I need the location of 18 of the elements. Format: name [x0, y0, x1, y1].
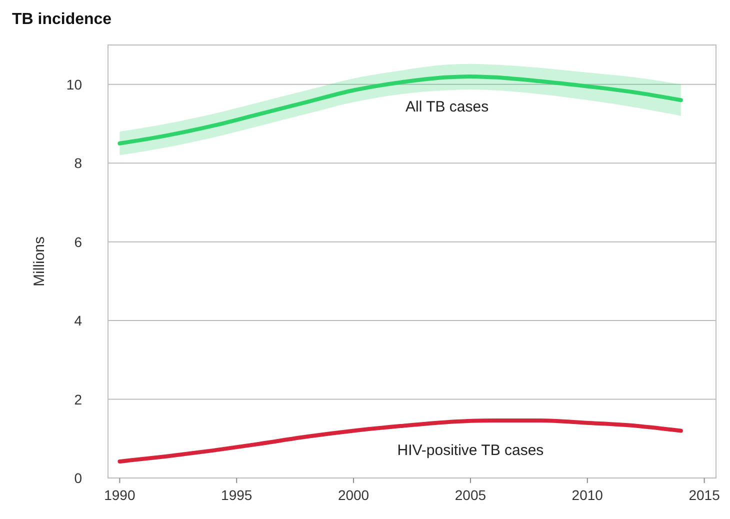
x-tick-label: 1995: [221, 487, 252, 503]
x-tick-label: 2005: [454, 487, 486, 503]
chart-title: TB incidence: [12, 11, 112, 28]
y-tick-label: 8: [74, 155, 82, 172]
y-axis-title: Millions: [31, 236, 48, 287]
y-tick-label: 10: [66, 76, 82, 92]
x-tick-label: 1990: [104, 487, 136, 503]
x-tick-label: 2010: [572, 487, 604, 503]
x-tick-label: 2000: [338, 487, 370, 503]
series-label: All TB cases: [406, 98, 489, 116]
series-label: HIV-positive TB cases: [397, 442, 544, 459]
y-tick-label: 2: [74, 391, 82, 408]
x-tick-label: 2015: [688, 487, 720, 503]
line-series: [118, 418, 683, 464]
line-series: [118, 74, 683, 146]
y-tick-label: 0: [74, 470, 82, 486]
y-tick-label: 4: [74, 312, 82, 329]
y-tick-label: 6: [74, 234, 82, 250]
